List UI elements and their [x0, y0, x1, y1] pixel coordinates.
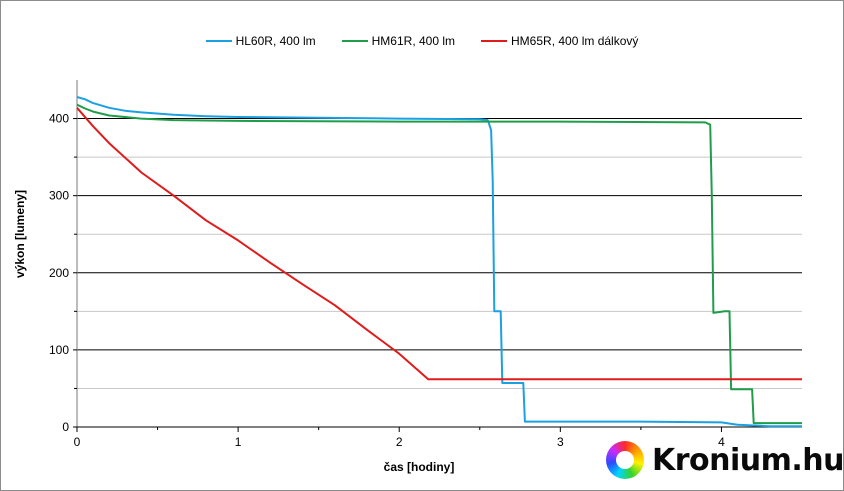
y-axis-title: výkon [lumeny]: [13, 190, 27, 278]
axes: 0 100 200 300 400 0 1 2 3 4: [49, 80, 802, 449]
legend-label: HM65R, 400 lm dálkový: [511, 34, 639, 48]
series-line: [76, 107, 802, 381]
legend-swatch: [341, 40, 368, 42]
y-tick-label: 100: [49, 343, 69, 357]
rainbow-ring-icon: [606, 441, 644, 479]
brand-logo: Kronium.hu: [606, 440, 844, 480]
legend-swatch: [481, 40, 508, 42]
legend-label: HM61R, 400 lm: [371, 34, 456, 48]
x-tick-label: 2: [396, 435, 403, 449]
series-lines: [76, 96, 802, 428]
y-tick-label: 200: [49, 266, 69, 280]
gridlines: [77, 118, 802, 389]
x-axis-title: čas [hodiny]: [384, 460, 455, 474]
y-tick-label: 0: [62, 420, 69, 434]
legend-item: HM61R, 400 lm: [341, 34, 456, 48]
legend-item: HL60R, 400 lm: [205, 34, 316, 48]
chart-legend: HL60R, 400 lm HM61R, 400 lm HM65R, 400 lm …: [0, 28, 844, 54]
series-line: [76, 96, 802, 428]
x-tick-label: 3: [557, 435, 564, 449]
legend-item: HM65R, 400 lm dálkový: [481, 34, 638, 48]
y-tick-label: 400: [49, 112, 69, 126]
x-tick-label: 1: [235, 435, 242, 449]
legend-swatch: [205, 40, 232, 42]
x-tick-label: 4: [718, 435, 725, 449]
series-line: [76, 103, 802, 425]
legend-label: HL60R, 400 lm: [235, 34, 316, 48]
x-tick-label: 0: [74, 435, 81, 449]
y-tick-label: 300: [49, 189, 69, 203]
brand-name: Kronium.hu: [652, 442, 844, 478]
